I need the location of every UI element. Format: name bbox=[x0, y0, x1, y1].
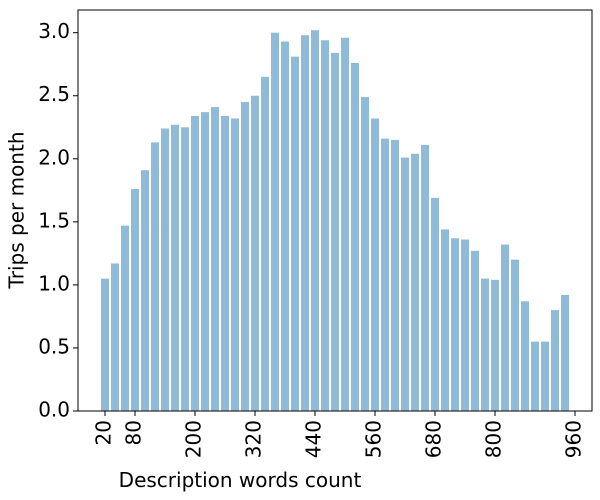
bar bbox=[551, 310, 559, 411]
bar bbox=[161, 128, 169, 411]
bar bbox=[251, 95, 259, 412]
bar bbox=[211, 107, 219, 412]
bar bbox=[191, 115, 199, 411]
bar bbox=[531, 341, 539, 411]
bar bbox=[311, 30, 319, 412]
bar bbox=[201, 112, 209, 411]
x-tick-label: 320 bbox=[242, 420, 266, 458]
bar bbox=[371, 118, 379, 412]
bar bbox=[341, 37, 349, 412]
bar bbox=[421, 144, 429, 411]
x-tick-label: 200 bbox=[182, 420, 206, 458]
bar bbox=[121, 225, 129, 411]
bar bbox=[221, 115, 229, 411]
y-tick-label: 3.0 bbox=[38, 19, 70, 43]
bar bbox=[561, 294, 569, 411]
y-tick-label: 1.5 bbox=[38, 208, 70, 232]
bar bbox=[381, 138, 389, 412]
y-tick-label: 2.0 bbox=[38, 145, 70, 169]
x-tick-label: 440 bbox=[302, 420, 326, 458]
bar bbox=[181, 127, 189, 411]
x-tick-label: 20 bbox=[92, 420, 116, 445]
bar bbox=[431, 197, 439, 411]
x-tick-label: 800 bbox=[482, 420, 506, 458]
bar bbox=[481, 278, 489, 411]
bar bbox=[301, 35, 309, 412]
bar bbox=[511, 259, 519, 411]
bar bbox=[151, 142, 159, 412]
bar bbox=[171, 124, 179, 411]
y-tick-label: 0.0 bbox=[38, 398, 70, 422]
bar bbox=[261, 76, 269, 411]
bar bbox=[331, 52, 339, 412]
y-tick-label: 1.0 bbox=[38, 271, 70, 295]
bar bbox=[271, 32, 279, 411]
x-axis-label: Description words count bbox=[119, 468, 362, 492]
bar bbox=[281, 41, 289, 412]
bar bbox=[411, 153, 419, 412]
bar bbox=[231, 118, 239, 412]
bar bbox=[541, 341, 549, 411]
bar bbox=[391, 139, 399, 411]
x-tick-label: 680 bbox=[422, 420, 446, 458]
y-tick-label: 0.5 bbox=[38, 334, 70, 358]
y-tick-label: 2.5 bbox=[38, 82, 70, 106]
bar bbox=[491, 279, 499, 411]
x-tick-label: 560 bbox=[362, 420, 386, 458]
bar bbox=[521, 301, 529, 411]
x-tick-label: 80 bbox=[122, 420, 146, 445]
bar bbox=[241, 102, 249, 411]
bar bbox=[471, 250, 479, 411]
y-axis-label: Trips per month bbox=[5, 131, 29, 289]
bar bbox=[101, 278, 109, 411]
bar bbox=[131, 189, 139, 411]
bar bbox=[111, 263, 119, 411]
bar bbox=[501, 244, 509, 411]
bar bbox=[351, 62, 359, 411]
bar bbox=[291, 56, 299, 412]
bar bbox=[461, 239, 469, 411]
bar bbox=[321, 40, 329, 411]
bar bbox=[361, 97, 369, 412]
bar bbox=[401, 157, 409, 411]
bar bbox=[141, 170, 149, 411]
bar bbox=[451, 238, 459, 411]
x-tick-label: 960 bbox=[562, 420, 586, 458]
plot-frame bbox=[77, 9, 593, 412]
bar bbox=[441, 229, 449, 411]
